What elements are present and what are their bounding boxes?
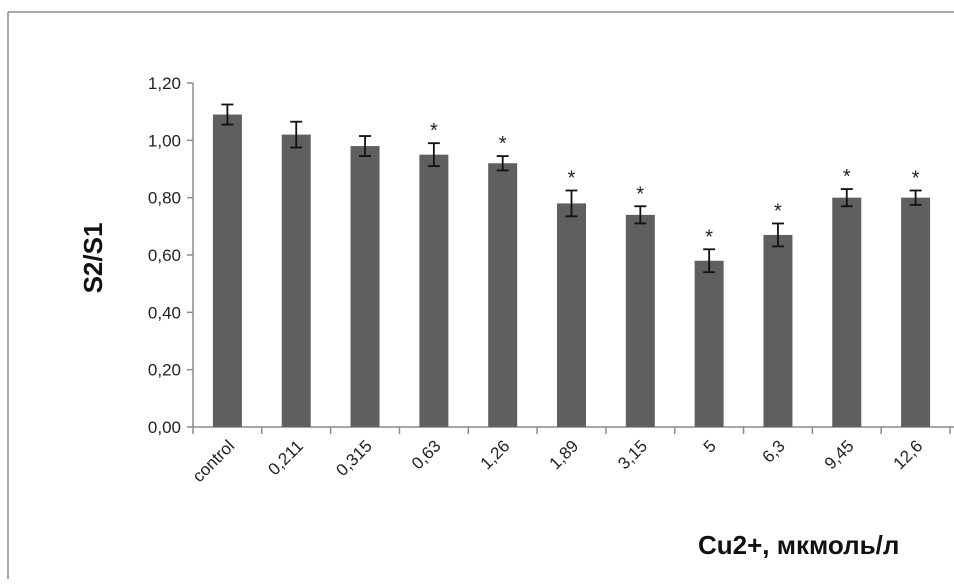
error-bar	[359, 135, 372, 158]
y-tick-label: 0,00	[148, 418, 181, 437]
x-tick-label: 0,63	[408, 436, 445, 473]
error-bar	[496, 155, 509, 172]
significance-markers: * * * * * * * *	[430, 120, 920, 248]
error-bar	[221, 103, 234, 126]
error-bar	[427, 142, 440, 168]
error-bar	[634, 205, 647, 225]
y-tick-label: 1,20	[148, 74, 181, 93]
significance-marker: *	[843, 166, 851, 188]
x-tick-label: 6,3	[759, 436, 789, 466]
error-bar	[565, 189, 578, 218]
y-tick-label: 1,00	[148, 131, 181, 150]
error-bar	[771, 222, 784, 248]
significance-marker: *	[499, 133, 507, 155]
x-tick-label: 1,26	[477, 436, 514, 473]
y-axis: 0,00 0,20 0,40 0,60 0,80 1,00 1,20	[148, 74, 194, 437]
bar	[281, 134, 311, 427]
x-tick-label: 9,45	[821, 436, 858, 473]
x-axis-title: Cu2+, мкмоль/л	[698, 530, 899, 560]
significance-marker: *	[774, 200, 782, 222]
bar	[212, 114, 242, 428]
x-tick-label: 0,315	[332, 436, 376, 480]
x-tick-label: control	[189, 436, 239, 486]
y-tick-label: 0,20	[148, 361, 181, 380]
significance-marker: *	[705, 226, 713, 248]
bars	[212, 114, 931, 428]
significance-marker: *	[912, 168, 920, 190]
error-bar	[290, 120, 303, 149]
significance-marker: *	[636, 183, 644, 205]
bar	[488, 163, 518, 427]
significance-marker: *	[430, 120, 438, 142]
error-bars	[221, 103, 922, 274]
x-tick-label: 5	[700, 436, 720, 456]
bar	[694, 260, 724, 427]
bar	[901, 197, 931, 427]
bar	[763, 234, 793, 427]
bar	[625, 214, 655, 427]
y-tick-label: 0,40	[148, 303, 181, 322]
bar	[557, 203, 586, 427]
y-axis-title: S2/S1	[78, 223, 108, 294]
y-tick-label: 0,60	[148, 246, 181, 265]
y-tick-label: 0,80	[148, 189, 181, 208]
x-tick-label: 1,89	[545, 436, 582, 473]
significance-marker: *	[568, 168, 576, 190]
x-tick-label: 12,6	[890, 436, 927, 473]
bar	[832, 197, 862, 427]
error-bar	[909, 189, 922, 206]
error-bar	[703, 248, 716, 274]
x-axis: control 0,211 0,315 0,63 1,26 1,89 3,15 5 6,3 9,4…	[189, 426, 954, 486]
error-bar	[840, 188, 853, 208]
bar	[419, 154, 449, 427]
x-tick-label: 0,211	[264, 436, 307, 479]
bar	[350, 146, 380, 428]
x-tick-label: 3,15	[614, 436, 651, 473]
